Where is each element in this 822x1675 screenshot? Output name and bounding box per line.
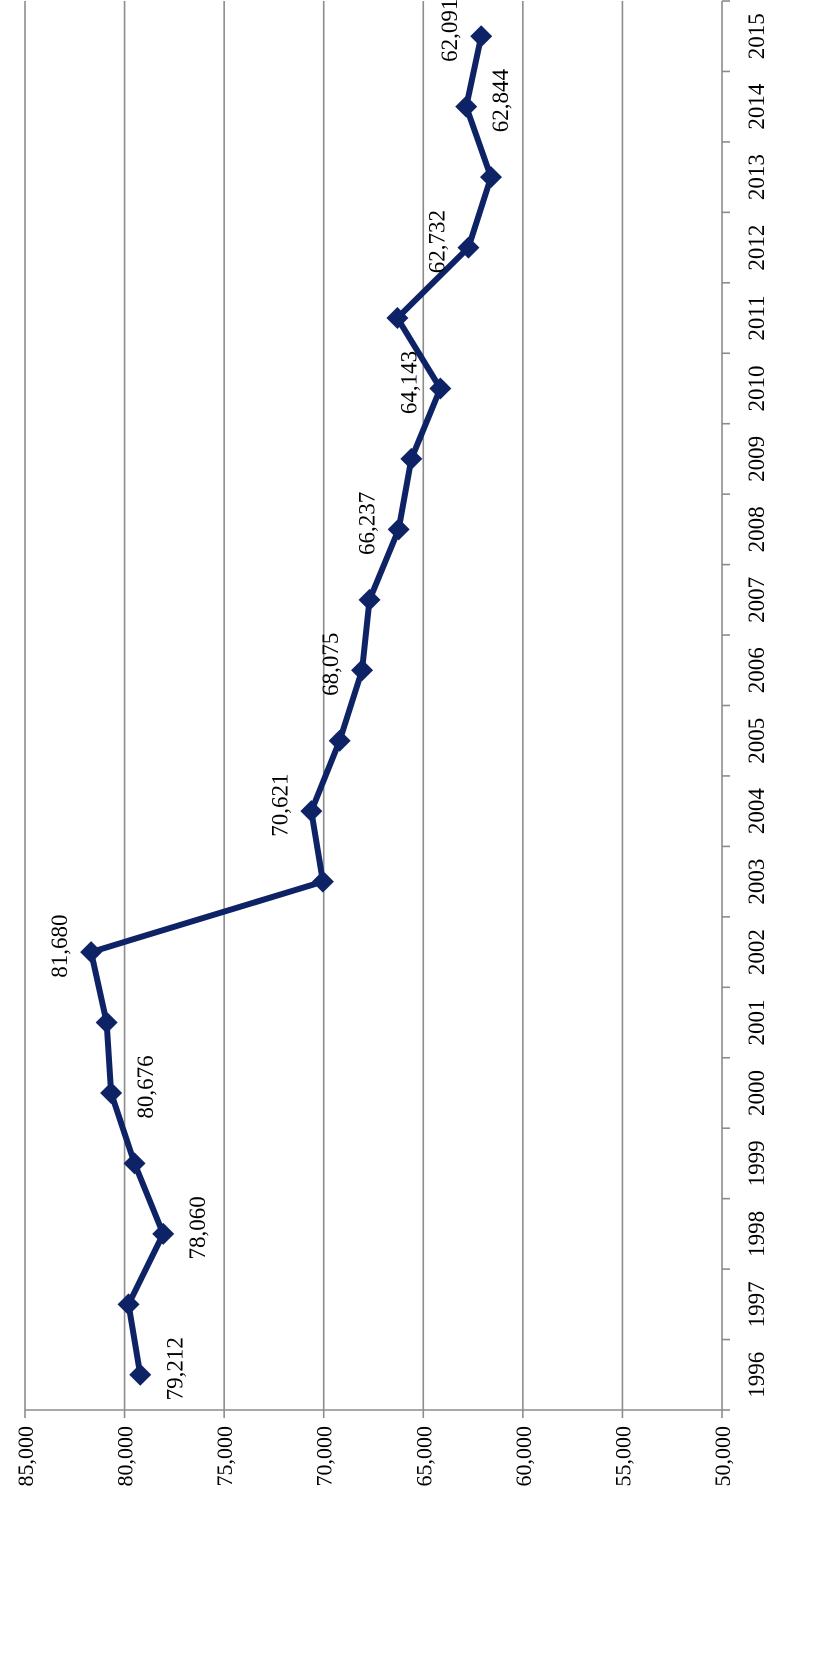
grid-lines (24, 1, 624, 1410)
data-point-marker (400, 447, 423, 470)
data-label: 62,732 (424, 210, 449, 273)
data-label: 62,844 (488, 69, 513, 133)
value-tick-label: 85,000 (13, 1426, 38, 1487)
category-tick-label: 2008 (744, 506, 769, 552)
value-tick-label: 55,000 (610, 1426, 635, 1487)
series-line (88, 33, 494, 1378)
data-point-marker (351, 659, 374, 682)
category-tick-label: 2003 (744, 859, 769, 905)
category-tick-label: 1997 (744, 1281, 769, 1327)
category-tick-label: 2010 (744, 365, 769, 411)
data-point-marker (100, 1081, 123, 1104)
category-tick-label: 2009 (744, 436, 769, 482)
data-point-marker (123, 1152, 146, 1175)
data-label: 66,237 (355, 492, 380, 555)
series-group (88, 33, 494, 1378)
category-tick-label: 2006 (744, 647, 769, 693)
category-tick-label: 2013 (744, 154, 769, 200)
category-tick-label: 2011 (744, 295, 769, 340)
data-point-marker (386, 307, 409, 330)
value-tick-label: 65,000 (411, 1426, 436, 1487)
category-tick-label: 2014 (744, 83, 769, 130)
category-tick-label: 2002 (744, 929, 769, 975)
category-tick-label: 2005 (744, 718, 769, 764)
y-tick-labels: 85,000 80,000 75,000 70,000 65,000 60,000 55,0… (13, 1426, 735, 1487)
data-point-marker (470, 25, 493, 48)
value-tick-label: 50,000 (710, 1426, 735, 1487)
data-point-marker (457, 236, 480, 259)
data-point-marker (152, 1222, 175, 1245)
category-tick-label: 2012 (744, 225, 769, 271)
data-point-marker (429, 377, 452, 400)
value-tick-label: 60,000 (511, 1426, 536, 1487)
category-tick-label: 1999 (744, 1140, 769, 1186)
data-label: 79,212 (162, 1337, 187, 1400)
markers-group (80, 25, 502, 1386)
value-tick-label: 80,000 (113, 1426, 138, 1487)
data-point-marker (311, 870, 334, 893)
axes (24, 0, 730, 1418)
category-tick-label: 2004 (744, 788, 769, 835)
data-label: 70,621 (267, 774, 292, 837)
data-point-marker (80, 941, 103, 964)
data-label: 68,075 (318, 633, 343, 696)
category-tick-label: 2015 (744, 13, 769, 59)
data-point-marker (129, 1363, 152, 1386)
value-tick-label: 75,000 (212, 1426, 237, 1487)
data-label: 64,143 (396, 351, 421, 414)
data-point-marker (455, 95, 478, 118)
data-point-marker (300, 800, 323, 823)
value-tick-label: 70,000 (312, 1426, 337, 1487)
x-tick-labels: 1996 1997 1998 1999 2000 2001 2002 2003 2004 2005… (744, 13, 769, 1398)
data-label: 80,676 (133, 1055, 158, 1118)
category-tick-label: 2000 (744, 1070, 769, 1116)
data-label: 78,060 (185, 1196, 210, 1259)
data-point-marker (387, 518, 410, 541)
data-point-marker (117, 1293, 140, 1316)
category-tick-label: 2001 (744, 1000, 769, 1046)
data-label: 62,091 (437, 0, 462, 62)
data-labels-group: 79,212 78,060 80,676 81,680 70,621 68,075 66,2… (47, 0, 513, 1400)
category-tick-label: 2007 (744, 577, 769, 623)
data-point-marker (328, 729, 351, 752)
category-tick-label: 1996 (744, 1352, 769, 1398)
category-tick-label: 1998 (744, 1211, 769, 1257)
data-label: 81,680 (47, 914, 72, 977)
data-point-marker (479, 166, 502, 189)
data-point-marker (358, 588, 381, 611)
data-point-marker (95, 1011, 118, 1034)
